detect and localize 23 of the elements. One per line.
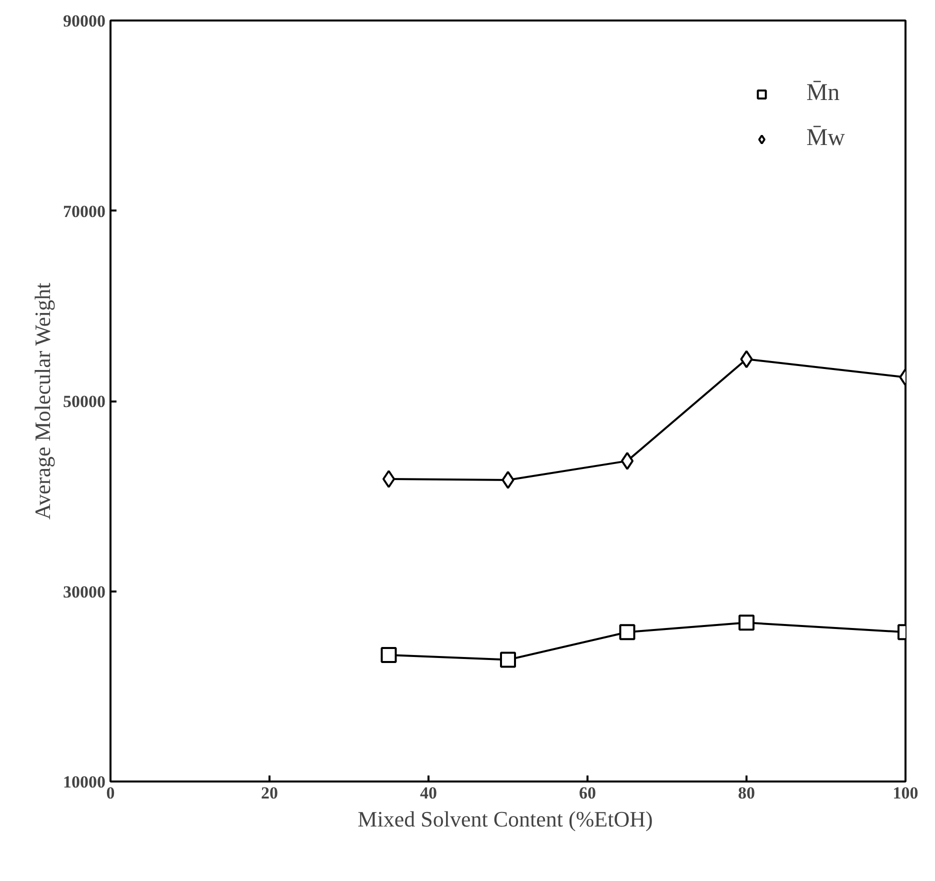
point xyxy=(619,624,636,640)
x-tick-label: 0 xyxy=(106,784,115,802)
legend-label: M̄w xyxy=(806,125,845,152)
point xyxy=(620,452,634,470)
y-tick-label: 90000 xyxy=(63,12,106,30)
x-tick-label: 60 xyxy=(579,784,596,802)
y-tick-label: 30000 xyxy=(63,582,106,602)
x-tick-label: 20 xyxy=(261,784,278,802)
legend-label: M̄n xyxy=(806,80,840,107)
y-axis-title: Average Molecular Weight xyxy=(30,282,55,520)
x-axis-title: Mixed Solvent Content (%EtOH) xyxy=(358,806,653,832)
x-tick-label: 100 xyxy=(892,784,918,802)
point xyxy=(500,652,516,668)
point xyxy=(738,614,754,631)
point xyxy=(502,470,514,489)
x-tick-label: 80 xyxy=(738,784,755,802)
y-tick-label: 70000 xyxy=(63,202,106,221)
y-tick-label: 50000 xyxy=(63,392,106,411)
point xyxy=(740,350,753,368)
point xyxy=(382,470,396,488)
point xyxy=(380,646,397,663)
y-tick-label: 10000 xyxy=(63,772,106,792)
x-tick-label: 40 xyxy=(420,784,437,802)
